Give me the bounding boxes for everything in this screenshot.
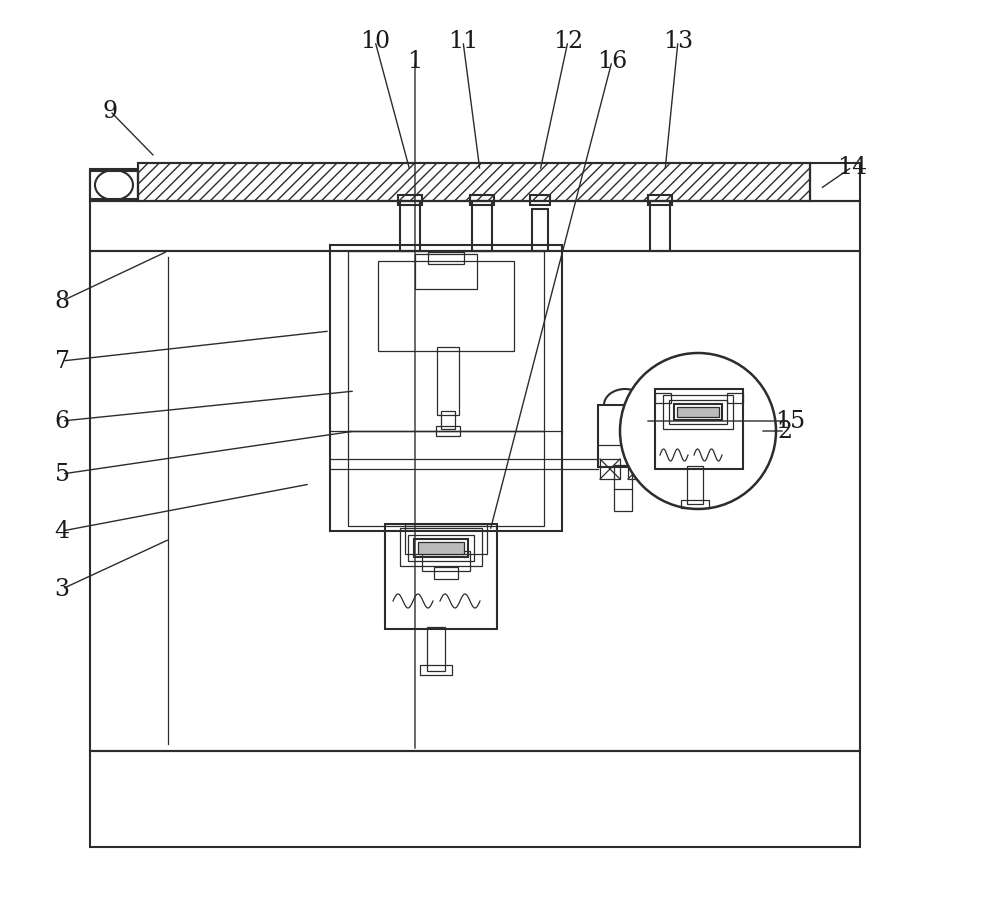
Bar	[378, 262, 514, 352]
Bar	[138, 164, 810, 202]
Bar	[348, 252, 544, 432]
Bar	[681, 501, 709, 508]
Text: 4: 4	[54, 520, 70, 543]
Bar	[90, 202, 860, 252]
Bar	[663, 395, 733, 429]
Bar	[530, 196, 550, 206]
Bar	[436, 426, 460, 437]
Text: 8: 8	[54, 290, 70, 313]
Text: 7: 7	[55, 350, 70, 373]
Bar	[472, 202, 492, 252]
Bar	[470, 196, 494, 206]
Bar	[398, 196, 422, 206]
Text: 2: 2	[777, 420, 793, 443]
Bar	[614, 466, 632, 512]
Text: 16: 16	[597, 51, 627, 74]
Bar	[532, 210, 548, 252]
Bar	[437, 347, 459, 415]
Bar	[628, 460, 648, 480]
Bar	[330, 245, 562, 531]
Text: 3: 3	[55, 578, 70, 601]
Bar	[810, 164, 860, 202]
Bar	[650, 202, 670, 252]
Bar	[428, 253, 464, 265]
Text: 13: 13	[663, 30, 693, 53]
Bar	[669, 401, 727, 425]
Bar	[138, 164, 810, 202]
Bar	[400, 202, 420, 252]
Bar	[674, 404, 722, 421]
Text: 11: 11	[448, 30, 478, 53]
Bar	[427, 628, 445, 671]
Bar	[420, 665, 452, 675]
Bar	[422, 551, 470, 572]
Bar	[408, 536, 474, 562]
Bar	[90, 751, 860, 847]
Text: 5: 5	[55, 463, 70, 486]
Text: 6: 6	[54, 410, 70, 433]
Text: 10: 10	[360, 30, 390, 53]
Bar	[434, 567, 458, 579]
Bar	[385, 525, 497, 630]
Bar	[415, 255, 477, 289]
Text: 12: 12	[553, 30, 583, 53]
Bar	[598, 405, 652, 468]
Bar	[677, 407, 719, 417]
Bar	[414, 539, 468, 558]
Bar	[687, 467, 703, 505]
Text: 15: 15	[775, 410, 805, 433]
Bar	[655, 390, 743, 470]
Bar	[400, 528, 482, 566]
Bar	[655, 393, 671, 403]
Bar	[90, 170, 138, 202]
Bar	[648, 196, 672, 206]
Bar	[727, 393, 743, 403]
Bar	[418, 542, 464, 554]
Bar	[441, 412, 455, 429]
Bar	[600, 460, 620, 480]
Text: 1: 1	[407, 51, 423, 74]
Circle shape	[620, 354, 776, 509]
Bar	[90, 172, 138, 199]
Text: 9: 9	[102, 100, 118, 123]
Bar	[348, 432, 544, 527]
Bar	[90, 252, 860, 751]
Bar	[405, 525, 487, 554]
Text: 14: 14	[837, 156, 867, 179]
